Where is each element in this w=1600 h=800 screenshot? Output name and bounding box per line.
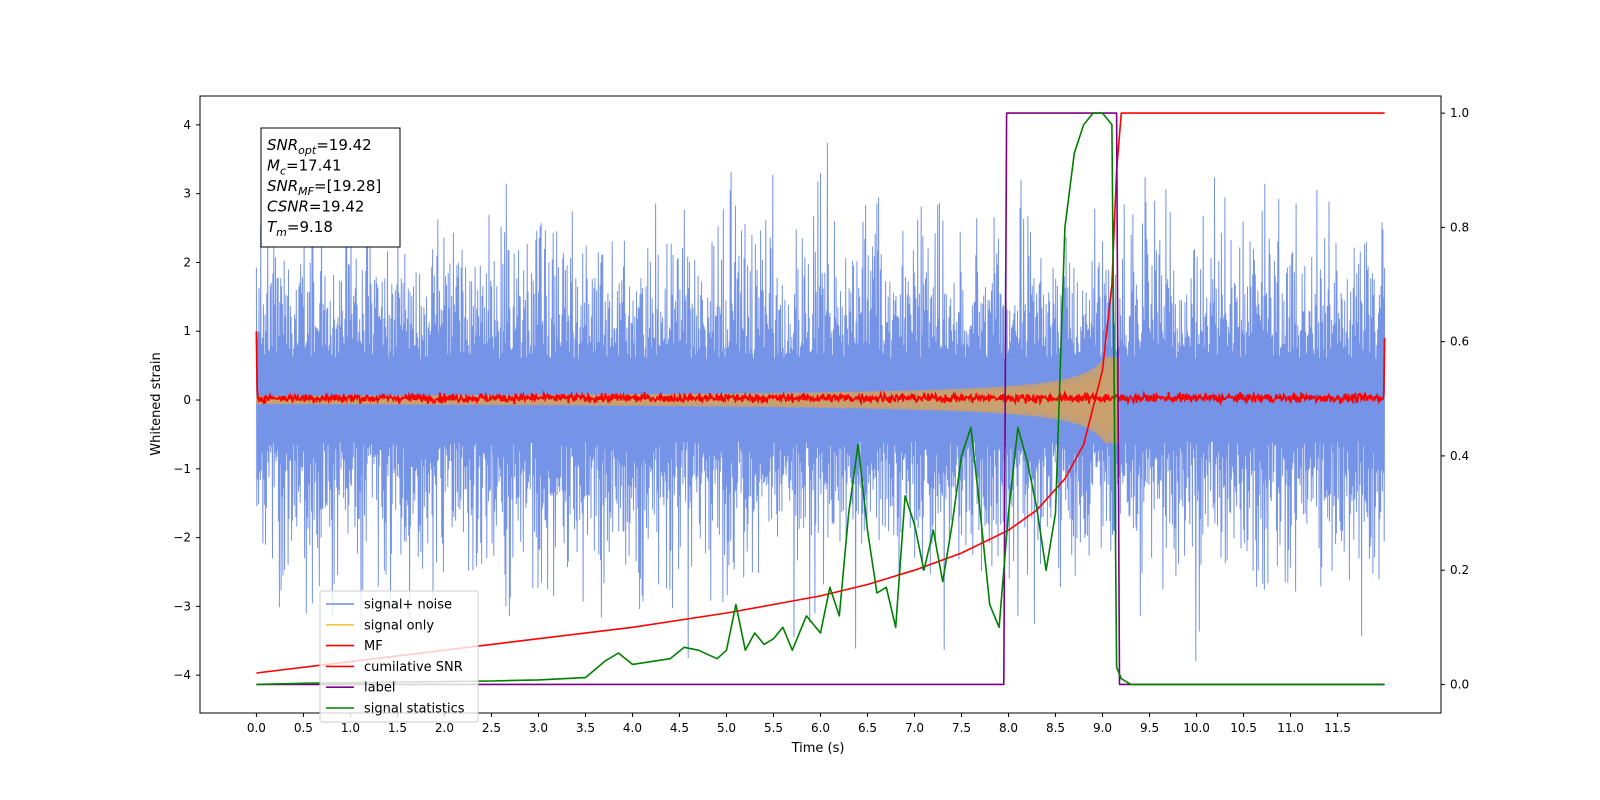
x-tick-label: 6.5 bbox=[858, 721, 877, 735]
x-tick-label: 4.0 bbox=[623, 721, 642, 735]
y-tick-label: −2 bbox=[173, 531, 191, 545]
x-tick-label: 8.0 bbox=[999, 721, 1018, 735]
y2-tick-label: 0.4 bbox=[1450, 449, 1469, 463]
y2-tick-label: 0.8 bbox=[1450, 220, 1469, 234]
annotation-line: CSNR=19.42 bbox=[267, 198, 364, 216]
y-tick-label: 2 bbox=[183, 255, 191, 269]
x-tick-label: 3.5 bbox=[576, 721, 595, 735]
x-tick-label: 5.0 bbox=[717, 721, 736, 735]
y-axis-label: Whitened strain bbox=[149, 352, 164, 455]
annotation-box bbox=[260, 127, 401, 248]
x-tick-label: 1.0 bbox=[341, 721, 360, 735]
x-tick-label: 9.0 bbox=[1093, 721, 1112, 735]
y-tick-label: 4 bbox=[183, 118, 191, 132]
x-tick-label: 2.0 bbox=[435, 721, 454, 735]
x-tick-label: 7.5 bbox=[952, 721, 971, 735]
y2-tick-label: 0.2 bbox=[1450, 563, 1469, 577]
series-signal-statistics bbox=[256, 112, 1385, 686]
y2-tick-label: 0.0 bbox=[1450, 677, 1469, 691]
x-tick-label: 9.5 bbox=[1140, 721, 1159, 735]
axes-frame bbox=[199, 95, 1442, 714]
series-mf bbox=[255, 331, 1386, 407]
x-tick-label: 3.0 bbox=[529, 721, 548, 735]
legend-entry: signal+ noise bbox=[364, 598, 452, 613]
x-tick-label: 11.0 bbox=[1277, 721, 1304, 735]
x-tick-label: 7.0 bbox=[905, 721, 924, 735]
y-tick-label: 3 bbox=[183, 187, 191, 201]
legend-entry: label bbox=[364, 681, 395, 696]
x-tick-label: 5.5 bbox=[764, 721, 783, 735]
annotation-line: SNRopt=19.42 bbox=[267, 136, 372, 157]
x-axis-label: Time (s) bbox=[791, 741, 845, 756]
legend-entry: signal statistics bbox=[364, 702, 465, 717]
annotation-line: Tm=9.18 bbox=[267, 218, 333, 239]
y-tick-label: 0 bbox=[183, 393, 191, 407]
x-tick-label: 6.0 bbox=[811, 721, 830, 735]
x-tick-label: 10.5 bbox=[1230, 721, 1257, 735]
x-tick-label: 1.5 bbox=[388, 721, 407, 735]
annotation-line: Mc=17.41 bbox=[267, 157, 342, 178]
x-tick-label: 2.5 bbox=[482, 721, 501, 735]
x-tick-label: 8.5 bbox=[1046, 721, 1065, 735]
y-tick-label: −3 bbox=[173, 599, 191, 613]
x-tick-label: 4.5 bbox=[670, 721, 689, 735]
annotation-line: SNRMF=[19.28] bbox=[267, 177, 381, 198]
legend-entry: MF bbox=[364, 639, 383, 654]
x-tick-label: 0.5 bbox=[294, 721, 313, 735]
legend-box bbox=[319, 590, 479, 723]
y-tick-label: 1 bbox=[183, 324, 191, 338]
y2-tick-label: 0.6 bbox=[1450, 335, 1469, 349]
legend-entry: signal only bbox=[364, 618, 434, 633]
y-tick-label: −4 bbox=[173, 668, 191, 682]
series-cumulative-snr bbox=[256, 112, 1385, 674]
x-tick-label: 0.0 bbox=[247, 721, 266, 735]
x-tick-label: 10.0 bbox=[1183, 721, 1210, 735]
legend-entry: cumilative SNR bbox=[364, 660, 463, 675]
y-tick-label: −1 bbox=[173, 462, 191, 476]
y2-tick-label: 1.0 bbox=[1450, 106, 1469, 120]
x-tick-label: 11.5 bbox=[1324, 721, 1351, 735]
